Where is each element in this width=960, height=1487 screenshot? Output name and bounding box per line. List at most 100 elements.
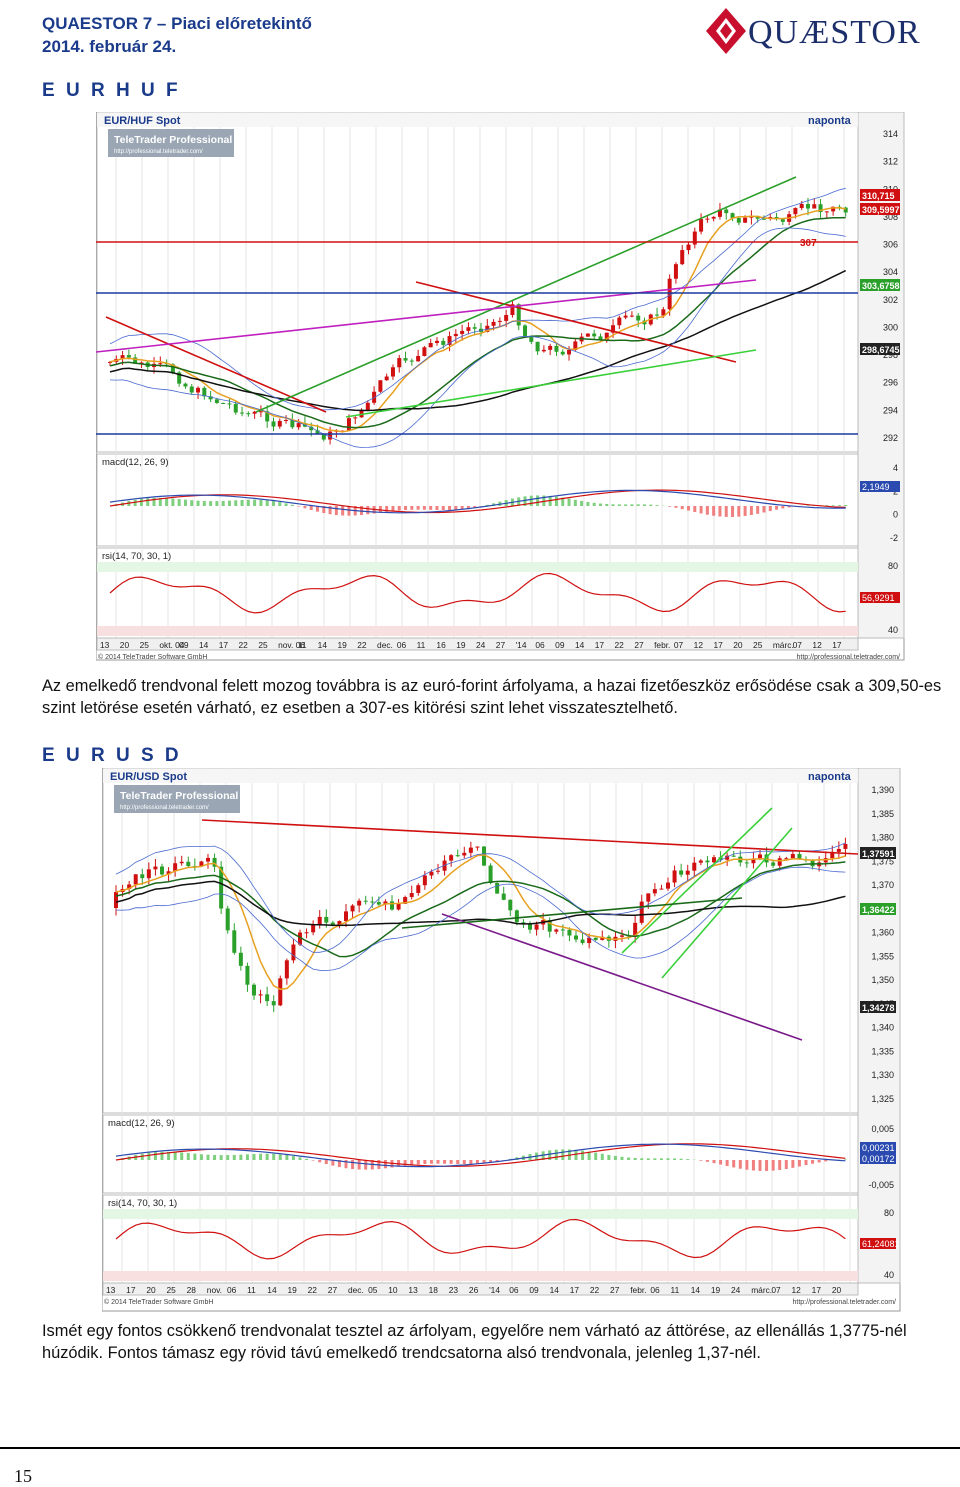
candle-body: [554, 345, 559, 352]
candle-body: [441, 340, 446, 345]
macd-histogram-bar: [699, 506, 703, 514]
macd-histogram-bar: [640, 1158, 644, 1160]
candle-body: [501, 893, 506, 900]
candle-body: [258, 994, 263, 996]
macd-histogram-bar: [580, 500, 584, 506]
macd-histogram-bar: [357, 1160, 361, 1170]
price-tick-label: 1,335: [871, 1046, 894, 1056]
eurusd-chart: EUR/USD Spot naponta TeleTrader Profession…: [102, 768, 901, 1312]
price-label-box: [860, 279, 900, 291]
date-tick-label: 24: [476, 640, 486, 650]
macd-histogram-bar: [303, 506, 307, 509]
candle-body: [376, 902, 381, 905]
macd-value: 0,00231: [862, 1143, 895, 1153]
rsi-value: 56,9291: [862, 593, 895, 603]
date-tick-label: 12: [792, 1285, 802, 1295]
date-tick-label: 18: [429, 1285, 439, 1295]
date-tick-label: 23: [449, 1285, 459, 1295]
date-tick-label: 28: [187, 1285, 197, 1295]
candle-body: [611, 325, 616, 333]
macd-histogram-bar: [259, 1153, 263, 1160]
candle-body: [646, 893, 651, 902]
macd-histogram-bar: [165, 498, 169, 506]
macd-histogram-bar: [712, 1160, 716, 1164]
chart-panel: [102, 1114, 859, 1194]
candle-body: [189, 386, 194, 393]
macd-tick-label: -0,005: [868, 1180, 894, 1190]
candle-body: [598, 336, 603, 341]
candle-body: [120, 355, 125, 359]
macd-histogram-bar: [806, 505, 810, 506]
macd-histogram-bar: [173, 1152, 177, 1160]
price-tick-label: 298: [883, 350, 898, 360]
macd-histogram-bar: [705, 1160, 709, 1162]
candle-body: [666, 882, 670, 889]
candle-body: [514, 910, 519, 923]
candle-body: [600, 936, 605, 940]
date-tick-label: 16: [436, 640, 446, 650]
macd-tick-label: 0,005: [871, 1124, 894, 1134]
rsi-line: [115, 1218, 846, 1260]
candle-body: [265, 994, 270, 1002]
resistance-label: 307: [800, 238, 817, 249]
date-tick-label: 17: [570, 1285, 580, 1295]
macd-histogram-bar: [844, 504, 848, 506]
macd-histogram-bar: [554, 1149, 558, 1160]
macd-tick-label: -2: [890, 533, 898, 543]
footer-rule: [0, 1447, 960, 1449]
price-tick-label: 314: [883, 129, 898, 139]
macd-histogram-bar: [679, 1158, 683, 1160]
candle-body: [146, 869, 151, 879]
macd-histogram-bar: [724, 506, 728, 517]
candle-body: [793, 208, 798, 215]
candle-body: [196, 387, 201, 393]
candle-body: [240, 412, 245, 414]
candle-body: [246, 413, 251, 415]
date-tick-label: 22: [308, 1285, 318, 1295]
candle-body: [428, 342, 433, 348]
date-tick-label: 20: [146, 1285, 156, 1295]
candle-body: [761, 218, 766, 220]
date-tick-label: 19: [287, 1285, 297, 1295]
macd-histogram-bar: [429, 1160, 433, 1164]
candle-body: [488, 865, 493, 884]
candle-body: [521, 922, 526, 924]
price-tick-label: 304: [883, 267, 898, 277]
candle-body: [516, 304, 521, 326]
macd-histogram-bar: [489, 1160, 493, 1163]
candle-body: [202, 387, 207, 397]
candle-body: [140, 874, 145, 879]
macd-histogram-bar: [291, 1156, 295, 1160]
candle-body: [751, 858, 756, 864]
macd-histogram-bar: [152, 497, 156, 506]
macd-histogram-bar: [199, 1154, 203, 1160]
macd-histogram-bar: [473, 506, 477, 508]
candle-body: [730, 213, 735, 219]
candle-body: [429, 871, 434, 876]
macd-histogram-bar: [454, 506, 458, 510]
candle-body: [363, 900, 368, 902]
candle-body: [636, 315, 641, 321]
macd-histogram-bar: [364, 1160, 368, 1170]
date-tick-label: 25: [753, 640, 763, 650]
macd-histogram-bar: [756, 506, 760, 514]
price-label: 1,36422: [862, 905, 895, 915]
candle-body: [560, 929, 565, 931]
candle-body: [158, 363, 163, 365]
macd-histogram-bar: [787, 506, 791, 508]
candle-body: [409, 360, 414, 362]
macd-histogram-bar: [843, 1159, 847, 1160]
date-tick-label: 22: [239, 640, 249, 650]
macd-histogram-bar: [322, 506, 326, 514]
macd-histogram-bar: [594, 1152, 598, 1160]
date-tick-label: '14: [489, 1285, 500, 1295]
ma-short-line: [115, 854, 846, 991]
macd-histogram-bar: [587, 1151, 591, 1160]
candle-body: [453, 333, 458, 337]
macd-histogram-bar: [448, 506, 452, 511]
macd-histogram-bar: [158, 497, 162, 506]
macd-histogram-bar: [768, 506, 772, 512]
macd-histogram-bar: [436, 1160, 440, 1164]
candle-body: [133, 874, 138, 885]
candle-body: [133, 357, 138, 364]
